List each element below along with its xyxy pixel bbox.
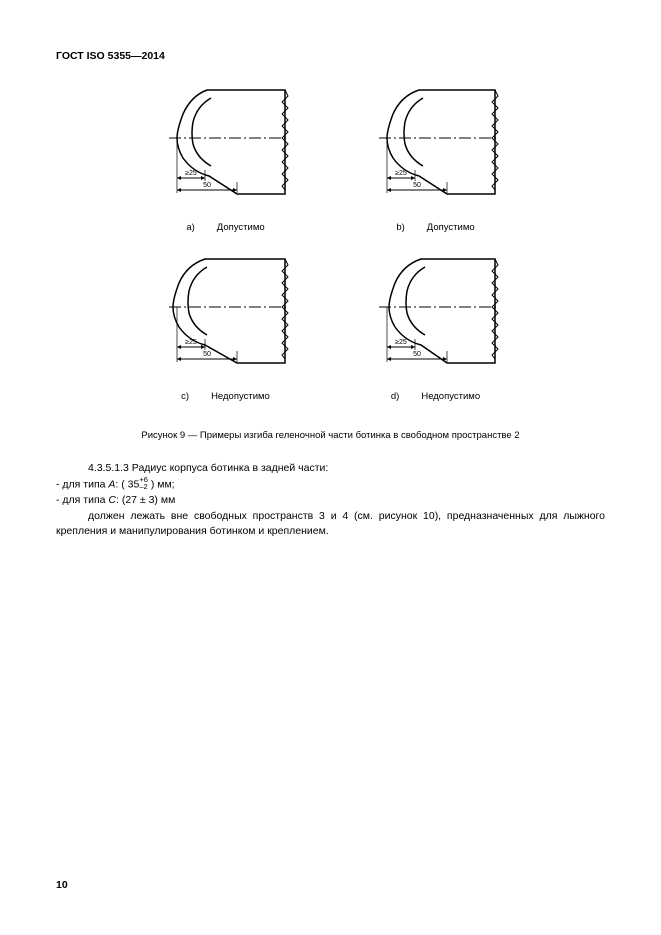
figure-b: ≥25 50 b) Допустимо — [361, 86, 511, 251]
p3-a: - для типа — [56, 494, 108, 506]
svg-text:50: 50 — [413, 182, 421, 189]
diagram-b: ≥25 50 — [371, 86, 501, 216]
doc-header: ГОСТ ISO 5355—2014 — [56, 50, 605, 62]
para-1: 4.3.5.1.3 Радиус корпуса ботинка в задне… — [56, 461, 605, 476]
letter-d: d) — [391, 391, 399, 402]
p3-c: : (27 ± 3) мм — [116, 494, 175, 506]
p2-c: : ( 35 — [115, 478, 139, 490]
tolerance-stack: +6–2 — [139, 476, 148, 491]
figure-row-2: ≥25 50 c) Недопустимо — [56, 255, 605, 420]
svg-text:≥25: ≥25 — [395, 339, 407, 346]
caption-b: b) Допустимо — [396, 222, 474, 233]
svg-text:≥25: ≥25 — [395, 170, 407, 177]
caption-d: d) Недопустимо — [391, 391, 480, 402]
p2-d: ) мм; — [148, 478, 175, 490]
p2-a: - для типа — [56, 478, 108, 490]
figure-c: ≥25 50 c) Недопустимо — [151, 255, 301, 420]
figures-block: ≥25 50 a) Допустимо — [56, 86, 605, 441]
letter-b: b) — [396, 222, 404, 233]
caption-a: a) Допустимо — [186, 222, 264, 233]
figure-title: Рисунок 9 — Примеры изгиба геленочной ча… — [56, 430, 605, 441]
para-2: - для типа A: ( 35+6–2 ) мм; — [56, 477, 605, 492]
caption-c: c) Недопустимо — [181, 391, 270, 402]
page-number: 10 — [56, 879, 68, 891]
tol-dn: –2 — [139, 482, 147, 491]
p3-type: C — [108, 494, 116, 506]
diagram-d: ≥25 50 — [371, 255, 501, 385]
figure-d: ≥25 50 d) Недопустимо — [361, 255, 511, 420]
diagram-a: ≥25 50 — [161, 86, 291, 216]
caption-c-text: Недопустимо — [211, 391, 270, 402]
dim-50: 50 — [203, 182, 211, 189]
caption-a-text: Допустимо — [217, 222, 265, 233]
page: ГОСТ ISO 5355—2014 ≥25 — [0, 0, 661, 935]
diagram-c: ≥25 50 — [161, 255, 291, 385]
svg-text:≥25: ≥25 — [185, 339, 197, 346]
letter-a: a) — [186, 222, 194, 233]
para-4: должен лежать вне свободных пространств … — [56, 509, 605, 539]
body-text: 4.3.5.1.3 Радиус корпуса ботинка в задне… — [56, 461, 605, 539]
dim-25: ≥25 — [185, 170, 197, 177]
letter-c: c) — [181, 391, 189, 402]
caption-d-text: Недопустимо — [421, 391, 480, 402]
svg-text:50: 50 — [413, 351, 421, 358]
svg-text:50: 50 — [203, 351, 211, 358]
figure-row-1: ≥25 50 a) Допустимо — [56, 86, 605, 251]
caption-b-text: Допустимо — [427, 222, 475, 233]
figure-a: ≥25 50 a) Допустимо — [151, 86, 301, 251]
para-3: - для типа C: (27 ± 3) мм — [56, 493, 605, 508]
